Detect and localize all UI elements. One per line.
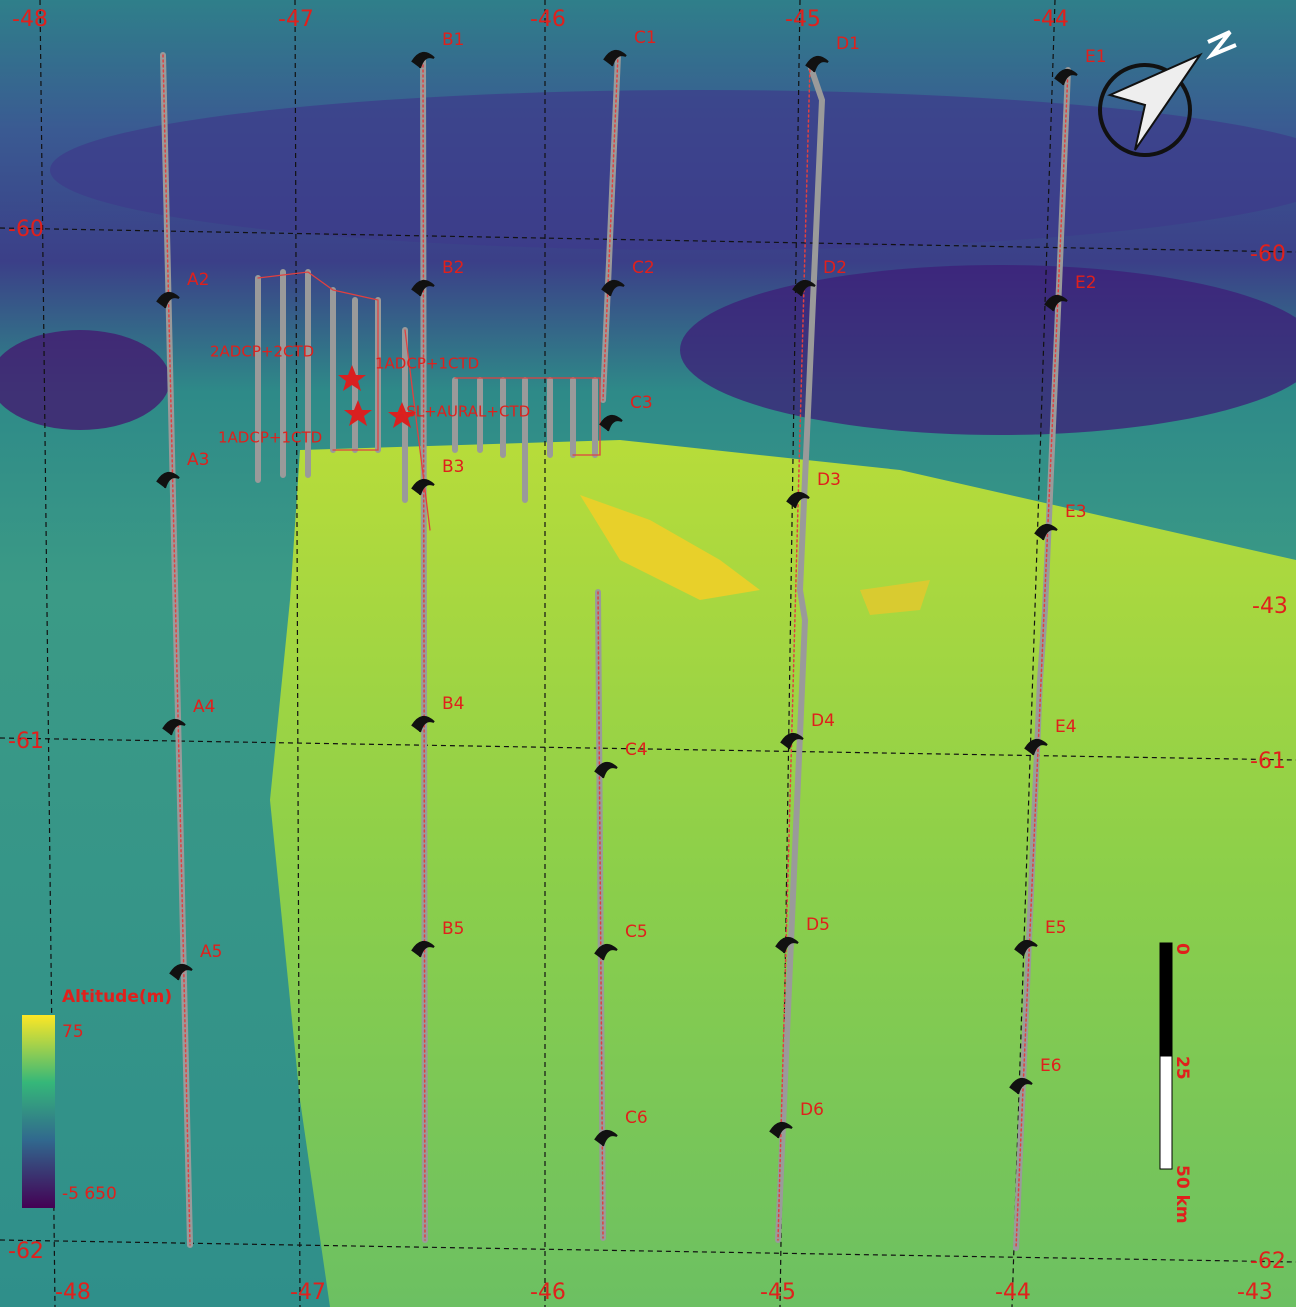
annotation: 1ADCP+1CTD	[375, 355, 479, 373]
lat-label: -62	[8, 1239, 44, 1264]
lat-label: -60	[8, 217, 44, 242]
scale-white	[1160, 1056, 1172, 1169]
lon-label: -48	[55, 1280, 91, 1305]
lat-label: -61	[1250, 749, 1286, 774]
lon-label: -43	[1237, 1280, 1273, 1305]
station-label: E5	[1045, 918, 1067, 938]
station-label: D5	[806, 915, 830, 935]
legend-title: Altitude(m)	[62, 987, 172, 1007]
station-label: E4	[1055, 717, 1077, 737]
station-label: B1	[442, 30, 464, 50]
legend-min: -5 650	[62, 1184, 117, 1204]
station-label: E3	[1065, 502, 1087, 522]
lat-label: -60	[1250, 242, 1286, 267]
station-label: C4	[625, 740, 648, 760]
station-label: D4	[811, 711, 835, 731]
station-label: A2	[187, 270, 209, 290]
station-label: B5	[442, 919, 464, 939]
scale-black	[1160, 943, 1172, 1056]
lon-label: -45	[785, 7, 821, 32]
lon-label: -45	[760, 1280, 796, 1305]
station-label: B3	[442, 457, 464, 477]
station-label: D6	[800, 1100, 824, 1120]
lat-label: -43	[1252, 594, 1288, 619]
lat-label: -61	[8, 729, 44, 754]
station-label: A3	[187, 450, 209, 470]
annotation: 2ADCP+2CTD	[210, 343, 314, 361]
station-label: C6	[625, 1108, 648, 1128]
annotation: ASL+AURAL+CTD	[396, 403, 530, 421]
deep-basin	[50, 90, 1296, 250]
station-label: A5	[200, 942, 222, 962]
lat-label: -62	[1250, 1249, 1286, 1274]
station-label: E6	[1040, 1056, 1062, 1076]
station-label: C2	[632, 258, 655, 278]
station-label: C3	[630, 393, 653, 413]
colorbar	[22, 1015, 55, 1208]
scale-label: 0	[1172, 943, 1192, 955]
lon-label: -46	[530, 7, 566, 32]
lon-label: -46	[530, 1280, 566, 1305]
station-label: A4	[193, 697, 215, 717]
station-label: B2	[442, 258, 464, 278]
scale-label: 50 km	[1172, 1165, 1192, 1224]
annotation: 1ADCP+1CTD	[218, 429, 322, 447]
lon-label: -44	[1033, 7, 1069, 32]
station-label: D2	[823, 258, 847, 278]
station-label: B4	[442, 694, 464, 714]
scale-label: 25	[1172, 1056, 1192, 1080]
station-label: E2	[1075, 273, 1097, 293]
station-label: D1	[836, 34, 860, 54]
lon-label: -48	[12, 7, 48, 32]
deep-trough	[680, 265, 1296, 435]
station-label: D3	[817, 470, 841, 490]
station-label: E1	[1085, 47, 1107, 67]
map: -48 -47 -46 -45 -44 -48 -47 -46 -45 -44 -43 -60 -61 -…	[0, 0, 1296, 1307]
station-label: C5	[625, 922, 648, 942]
lon-label: -47	[290, 1280, 326, 1305]
lon-label: -47	[278, 7, 314, 32]
station-label: C1	[634, 28, 657, 48]
legend-max: 75	[62, 1022, 84, 1042]
lon-label: -44	[995, 1280, 1031, 1305]
